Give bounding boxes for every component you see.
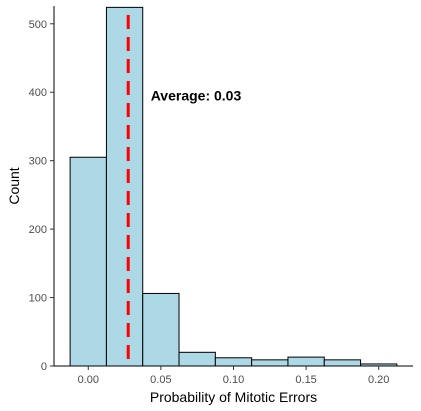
average-annotation: Average: 0.03 bbox=[151, 88, 242, 104]
x-axis-title: Probability of Mitotic Errors bbox=[150, 389, 317, 405]
histogram-bar-5 bbox=[251, 359, 289, 367]
x-tick-label-1: 0.05 bbox=[150, 374, 171, 386]
y-tick-label-3: 300 bbox=[29, 156, 47, 168]
histogram-bar-0 bbox=[69, 156, 107, 367]
y-axis-title: Count bbox=[6, 167, 22, 204]
x-tick-label-0: 0.00 bbox=[78, 374, 99, 386]
bars-layer bbox=[69, 6, 398, 367]
histogram-bar-3 bbox=[178, 351, 216, 367]
histogram-bar-2 bbox=[142, 292, 180, 367]
ticks-layer: 0.00 0.05 0.10 0.15 0.20 0 100 200 300 400 500 bbox=[29, 19, 390, 386]
x-tick-label-3: 0.15 bbox=[295, 374, 316, 386]
x-tick-label-4: 0.20 bbox=[368, 374, 389, 386]
y-tick-label-2: 200 bbox=[29, 224, 47, 236]
histogram-bar-7 bbox=[323, 359, 362, 367]
y-tick-label-4: 400 bbox=[29, 87, 47, 99]
y-tick-label-1: 100 bbox=[29, 293, 47, 305]
x-tick-label-2: 0.10 bbox=[223, 374, 244, 386]
histogram-bar-1 bbox=[105, 6, 144, 367]
histogram-bar-4 bbox=[214, 357, 253, 367]
histogram-bar-6 bbox=[287, 356, 325, 367]
y-tick-label-0: 0 bbox=[41, 361, 47, 373]
y-tick-label-5: 500 bbox=[29, 19, 47, 31]
labels-layer: Probability of Mitotic Errors Count Averag… bbox=[6, 88, 317, 405]
